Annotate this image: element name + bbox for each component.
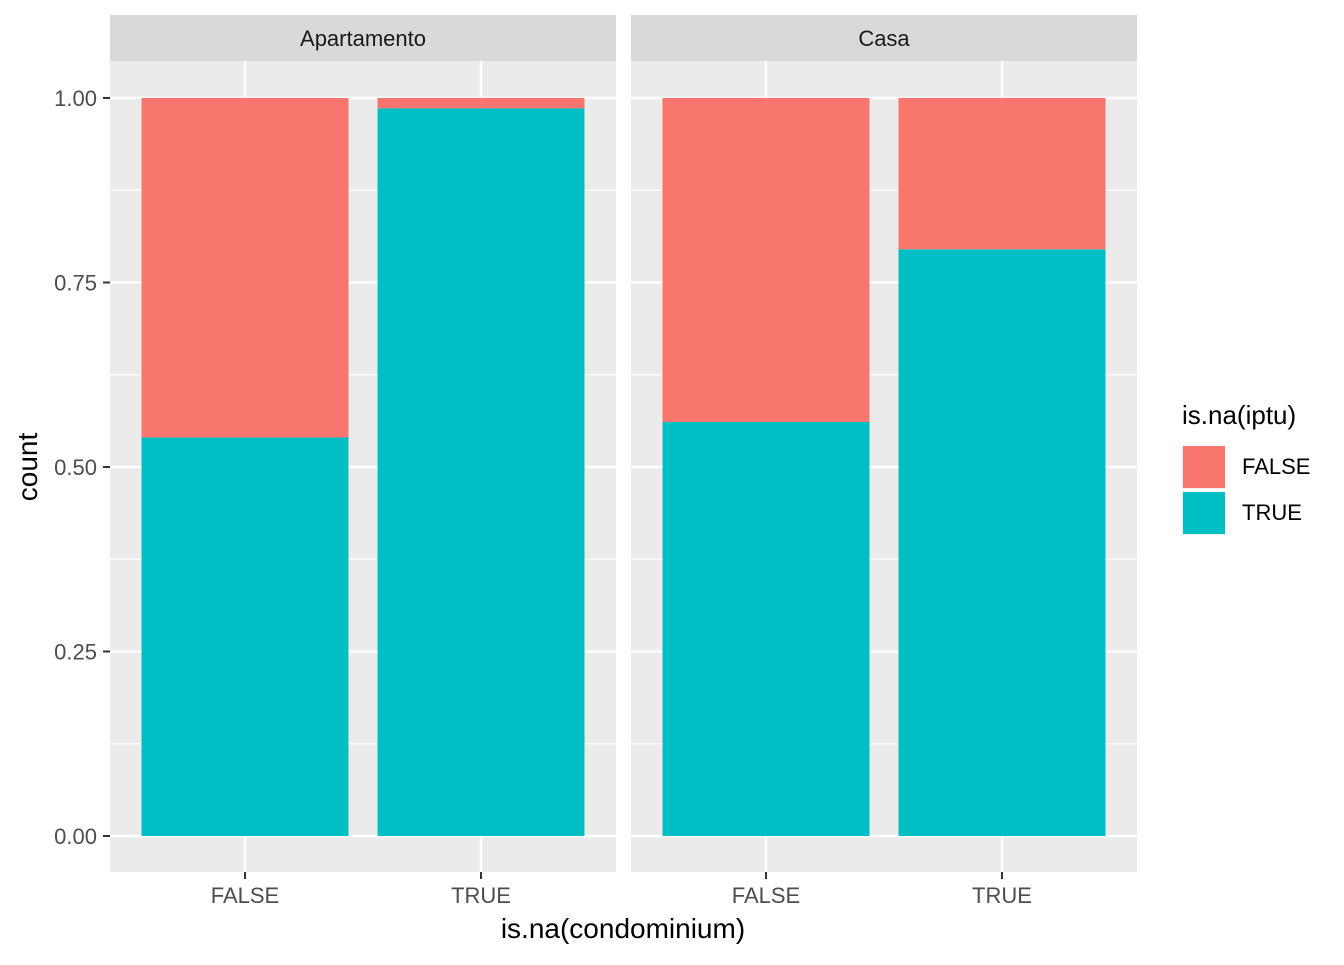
x-tick-label: TRUE	[972, 883, 1032, 908]
facet-panels: Apartamento FALSE TRUE Casa FALSE TRUE	[110, 15, 1137, 908]
bar-segment-true-false	[898, 98, 1106, 250]
facet-panel-casa: Casa FALSE TRUE	[631, 15, 1137, 908]
y-tick-label: 0.25	[54, 640, 97, 665]
bar-segment-true-true	[898, 249, 1106, 837]
bar-segment-true-false	[377, 98, 585, 109]
bar-segment-false-true	[662, 421, 870, 836]
facet-strip	[631, 15, 1137, 61]
facet-strip-label: Casa	[858, 26, 910, 51]
bar-segment-false-true	[141, 437, 349, 836]
bar-segment-false-false	[662, 98, 870, 422]
y-axis: 0.00 0.25 0.50 0.75 1.00	[54, 86, 110, 849]
facet-strip-label: Apartamento	[300, 26, 426, 51]
legend-key-false	[1183, 446, 1225, 488]
legend-key-true	[1183, 492, 1225, 534]
legend: is.na(iptu) FALSE TRUE	[1182, 400, 1310, 535]
legend-label-true: TRUE	[1242, 500, 1302, 525]
y-tick-label: 0.50	[54, 455, 97, 480]
x-tick-label: FALSE	[211, 883, 279, 908]
bar-segment-true-true	[377, 108, 585, 836]
bar-segment-false-false	[141, 98, 349, 438]
x-tick-label: TRUE	[451, 883, 511, 908]
y-tick-label: 0.00	[54, 824, 97, 849]
legend-title: is.na(iptu)	[1182, 400, 1296, 430]
facet-panel-apartamento: Apartamento FALSE TRUE	[110, 15, 616, 908]
y-tick-label: 1.00	[54, 86, 97, 111]
legend-label-false: FALSE	[1242, 454, 1310, 479]
x-axis-title: is.na(condominium)	[501, 913, 745, 944]
y-axis-title: count	[12, 433, 43, 502]
y-tick-label: 0.75	[54, 271, 97, 296]
x-tick-label: FALSE	[732, 883, 800, 908]
facet-strip	[110, 15, 616, 61]
